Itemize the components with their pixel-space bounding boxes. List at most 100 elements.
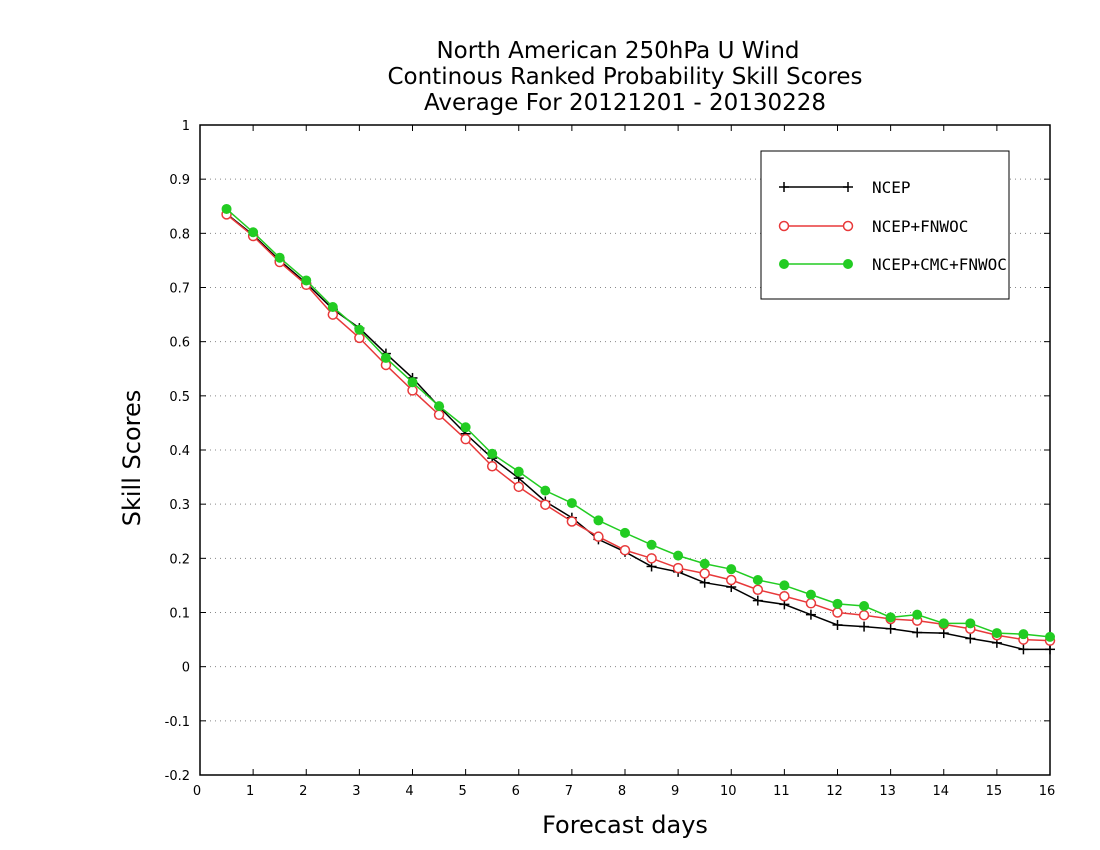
data-point bbox=[593, 531, 604, 542]
x-tick-label: 11 bbox=[773, 784, 790, 799]
y-tick-label: 0.4 bbox=[169, 444, 190, 459]
legend-marker bbox=[843, 259, 853, 269]
data-point bbox=[221, 203, 232, 214]
x-tick-label: 12 bbox=[826, 784, 843, 799]
data-point bbox=[858, 609, 870, 621]
x-tick-label: 0 bbox=[193, 784, 201, 799]
data-point bbox=[752, 575, 763, 585]
data-point bbox=[832, 598, 843, 609]
data-point bbox=[726, 564, 737, 575]
data-point bbox=[646, 553, 657, 564]
data-point bbox=[566, 498, 577, 509]
y-tick-label: 0.8 bbox=[169, 227, 190, 242]
x-tick-label: 2 bbox=[299, 784, 307, 799]
legend-label: NCEP bbox=[872, 178, 911, 197]
data-point bbox=[965, 633, 976, 644]
data-point bbox=[1018, 629, 1029, 640]
y-tick-label: -0.1 bbox=[165, 715, 190, 730]
legend-marker bbox=[778, 220, 790, 232]
data-point bbox=[487, 448, 498, 459]
y-tick-label: 0.5 bbox=[169, 390, 190, 405]
y-axis-ticks: -0.2 -0.1 0 0.1 0.2 0.3 0.4 0.5 0.6 0.7 0.8 0.9 1 bbox=[165, 119, 1050, 784]
legend-label: NCEP+FNWOC bbox=[872, 217, 968, 236]
data-point bbox=[540, 485, 551, 496]
data-point bbox=[407, 377, 418, 388]
data-point bbox=[513, 481, 524, 493]
data-point bbox=[1018, 644, 1029, 655]
data-point bbox=[248, 227, 259, 238]
x-tick-label: 8 bbox=[618, 784, 626, 799]
data-point bbox=[859, 601, 870, 611]
data-point bbox=[620, 527, 630, 538]
x-tick-label: 4 bbox=[405, 784, 413, 799]
data-point bbox=[805, 589, 816, 600]
data-point bbox=[912, 609, 923, 620]
data-point bbox=[779, 580, 790, 591]
y-tick-label: 0.6 bbox=[169, 336, 190, 351]
data-point bbox=[540, 499, 551, 510]
x-tick-label: 13 bbox=[879, 784, 896, 799]
data-point bbox=[859, 621, 870, 632]
series-ncep-cmc-fnwoc bbox=[221, 203, 1055, 642]
legend-marker bbox=[779, 259, 789, 269]
x-tick-label: 16 bbox=[1039, 784, 1056, 799]
data-point bbox=[433, 409, 445, 421]
x-tick-label: 15 bbox=[986, 784, 1003, 799]
data-point bbox=[301, 275, 312, 286]
legend-marker bbox=[779, 182, 789, 192]
data-point bbox=[726, 574, 737, 586]
gridlines bbox=[200, 178, 1050, 722]
title-line-1: North American 250hPa U Wind bbox=[436, 38, 799, 64]
x-tick-label: 9 bbox=[671, 784, 679, 799]
x-tick-label: 10 bbox=[720, 784, 737, 799]
y-axis-label: Skill Scores bbox=[118, 390, 146, 527]
y-tick-label: 0.2 bbox=[169, 552, 190, 567]
x-tick-label: 5 bbox=[458, 784, 466, 799]
x-tick-label: 7 bbox=[565, 784, 573, 799]
data-point bbox=[752, 584, 764, 595]
data-point bbox=[460, 422, 471, 433]
title-line-3: Average For 20121201 - 20130228 bbox=[424, 90, 826, 116]
legend: NCEP NCEP+FNWOC NCEP+CMC+FNWOC bbox=[760, 150, 1010, 300]
data-point bbox=[991, 628, 1002, 639]
data-point bbox=[805, 598, 817, 609]
data-point bbox=[938, 618, 949, 629]
data-point bbox=[752, 595, 763, 606]
data-point bbox=[832, 619, 843, 630]
title-line-2: Continous Ranked Probability Skill Score… bbox=[387, 64, 862, 90]
data-point bbox=[885, 612, 896, 623]
y-tick-label: -0.2 bbox=[165, 769, 190, 784]
data-point bbox=[460, 433, 471, 445]
legend-marker bbox=[843, 182, 853, 192]
data-point bbox=[672, 562, 684, 574]
legend-label: NCEP+CMC+FNWOC bbox=[872, 255, 1007, 274]
data-point bbox=[434, 401, 445, 412]
y-tick-label: 0.7 bbox=[169, 282, 190, 297]
data-point bbox=[327, 302, 338, 312]
data-series bbox=[221, 203, 1056, 655]
x-axis-label: Forecast days bbox=[542, 811, 708, 839]
legend-marker bbox=[842, 220, 854, 232]
data-point bbox=[619, 544, 631, 556]
y-tick-label: 1 bbox=[182, 119, 190, 134]
data-point bbox=[699, 568, 710, 579]
data-point bbox=[699, 558, 710, 569]
data-point bbox=[832, 607, 843, 618]
data-point bbox=[274, 252, 285, 263]
x-tick-label: 14 bbox=[932, 784, 949, 799]
x-tick-label: 3 bbox=[352, 784, 360, 799]
data-point bbox=[885, 623, 896, 634]
data-point bbox=[1045, 631, 1055, 642]
data-point bbox=[513, 466, 524, 477]
data-point bbox=[566, 516, 578, 527]
data-point bbox=[646, 539, 657, 550]
y-tick-label: 0.3 bbox=[169, 498, 190, 513]
data-point bbox=[354, 324, 365, 335]
data-point bbox=[486, 461, 498, 472]
y-tick-label: 0.1 bbox=[169, 607, 190, 622]
x-tick-label: 1 bbox=[246, 784, 254, 799]
y-tick-label: 0 bbox=[182, 661, 190, 676]
chart-title: North American 250hPa U Wind Continous R… bbox=[387, 38, 862, 116]
data-point bbox=[805, 609, 816, 620]
